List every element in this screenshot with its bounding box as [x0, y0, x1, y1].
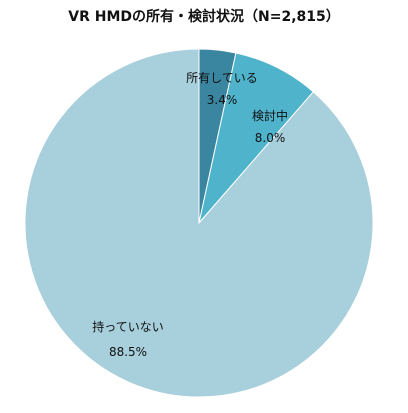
chart-title: VR HMDの所有・検討状況（N=2,815） [68, 9, 340, 25]
pie-slices [24, 48, 374, 398]
slice-value-considering: 8.0% [255, 131, 286, 145]
slice-value-not-owned: 88.5% [109, 345, 147, 359]
slice-label-not-owned: 持っていない [92, 319, 163, 334]
slice-label-owned: 所有している [186, 71, 258, 85]
slice-label-considering: 検討中 [252, 108, 288, 123]
pie-slice-not-owned [24, 48, 374, 398]
slice-value-owned: 3.4% [207, 93, 238, 107]
pie-labels: 所有している 3.4% 検討中 8.0% 持っていない 88.5% [92, 71, 288, 359]
